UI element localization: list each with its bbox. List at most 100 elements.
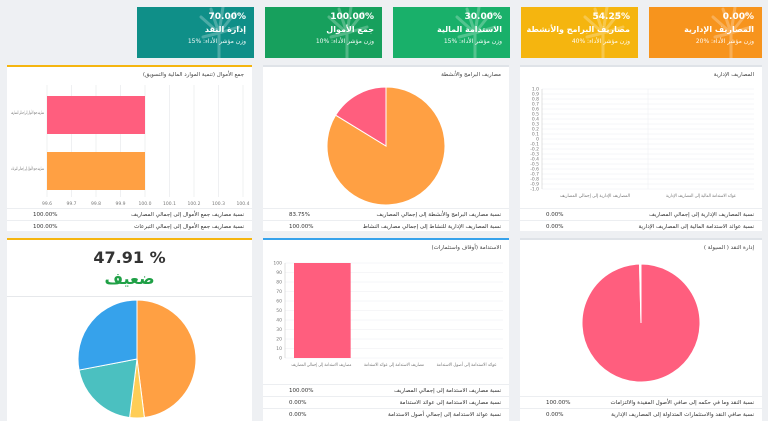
admin-y-tick: 0.2 [532, 127, 539, 133]
admin-card: المصاريف الإدارية 1.0 0.9 0.8 0.7 0.6 0.5 0.4 0… [520, 65, 762, 231]
kpi-tile-title: إدارة النقد [204, 25, 246, 34]
kpi-tile-2[interactable]: 100.00% جمع الأموال وزن مؤشر الأداء: %10 [265, 7, 382, 58]
cash-pie-slice-2[interactable] [639, 263, 642, 324]
admin-row-1-value: 0.00% [546, 212, 564, 218]
funds-x-tick: 99.7 [66, 201, 76, 207]
funds-card: جمع الأموال (تنمية الموارد المالية والتس… [7, 65, 252, 231]
sustain-y-tick: 100 [273, 261, 282, 267]
admin-y-tick: 0.7 [532, 102, 539, 108]
cash-card-title: إدارة النقد ( السيولة ) [703, 245, 754, 251]
programs-row-1-value: 83.75% [289, 212, 310, 218]
palm-leaf-icon [583, 7, 625, 58]
sustain-y-tick: 30 [276, 327, 282, 333]
kpi-tile-percent: 30.00% [464, 12, 503, 22]
cash-row-2-value: 0.00% [546, 412, 564, 418]
sustain-y-tick: 20 [276, 337, 282, 343]
funds-row-1: نسبة مصاريف جمع الأموال إلى إجمالي المصا… [7, 208, 252, 220]
cash-row-2-label: نسبة صافي النقد والاستثمارات المتداولة إ… [611, 412, 754, 418]
admin-y-tick: -0.3 [530, 152, 539, 158]
funds-category-label: مصاريف جمع الأموال إلى إجمالي التبرعات [11, 165, 44, 172]
admin-y-tick: 0.5 [532, 112, 539, 118]
palm-leaf-icon [711, 7, 753, 58]
cash-card: إدارة النقد ( السيولة ) نسبة النقد وما ف… [520, 238, 762, 421]
kpi-tile-weight: وزن مؤشر الأداء: %20 [695, 38, 754, 45]
kpi-tile-title: مصاريف البرامج والأنشطة [526, 25, 630, 34]
score-pie-slice-4[interactable] [77, 299, 138, 371]
funds-bar-chart: 99.6 99.7 99.8 99.9 100.0 100.1 100.2 100.3 100.… [11, 85, 250, 207]
admin-y-tick: -0.6 [530, 167, 539, 173]
sustain-y-tick: 90 [276, 270, 282, 276]
palm-leaf-icon [455, 7, 497, 58]
kpi-tile-4[interactable]: 54.25% مصاريف البرامج والأنشطة وزن مؤشر ال… [521, 7, 638, 58]
kpi-tile-1[interactable]: 70.00% إدارة النقد وزن مؤشر الأداء: %15 [137, 7, 254, 58]
sustain-row-2-label: نسبة مصاريف الاستدامة إلى عوائد الاستدام… [399, 400, 501, 406]
cash-row-2: نسبة صافي النقد والاستثمارات المتداولة إ… [520, 408, 762, 420]
sustain-y-tick: 70 [276, 289, 282, 295]
cash-pie-chart [581, 263, 701, 383]
sustain-row-3-value: 0.00% [289, 412, 307, 418]
sustain-y-tick: 80 [276, 280, 282, 286]
admin-y-tick: -1.0 [530, 187, 539, 193]
kpi-tile-percent: 100.00% [330, 12, 374, 22]
admin-y-tick: -0.7 [530, 172, 539, 178]
funds-x-tick: 100.2 [188, 201, 201, 207]
funds-x-tick: 100.0 [139, 201, 152, 207]
funds-card-title: جمع الأموال (تنمية الموارد المالية والتس… [142, 72, 244, 78]
programs-row-1-label: نسبة مصاريف البرامج والأنشطة إلى إجمالي … [376, 212, 502, 218]
funds-x-tick: 99.8 [91, 201, 101, 207]
admin-bar-chart: 1.00.90.80.70.60.50.40.30.20.10-0.1-0.2-… [530, 87, 754, 199]
kpi-tile-5[interactable]: 0.00% المصاريف الإدارية وزن مؤشر الأداء: %… [649, 7, 762, 58]
admin-y-tick: -0.9 [530, 182, 539, 188]
funds-category-label: مصاريف جمع الأموال إلى إجمالي المصاريف [11, 109, 44, 116]
kpi-tile-percent: 70.00% [208, 12, 247, 22]
palm-leaf-icon [199, 7, 241, 58]
admin-y-tick: -0.4 [530, 157, 539, 163]
programs-pie-slice-2[interactable] [335, 86, 387, 147]
sustain-row-1-value: 100.00% [289, 388, 314, 394]
funds-row-2-label: نسبة مصاريف جمع الأموال إلى إجمالي التبر… [134, 224, 244, 230]
sustain-card: الاستدامة (أوقاف واستثمارات) 100 90 80 70 60… [263, 238, 509, 421]
score-pie-slice-1[interactable] [136, 299, 197, 419]
programs-row-2-value: 100.00% [289, 224, 314, 230]
sustain-y-tick: 50 [276, 308, 282, 314]
funds-bar-1[interactable] [47, 96, 145, 134]
cash-row-1-value: 100.00% [546, 400, 571, 406]
admin-category-label: المصاريف الإدارية إلى إجمالي المصاريف [560, 194, 630, 199]
admin-row-1-label: نسبة المصاريف الإدارية إلى إجمالي المصار… [649, 212, 754, 218]
score-pie-slice-3[interactable] [78, 358, 138, 419]
sustain-row-1: نسبة مصاريف الاستدامة إلى إجمالي المصاري… [263, 384, 509, 396]
kpi-tile-weight: وزن مؤشر الأداء: %15 [443, 38, 502, 45]
admin-y-tick: -0.2 [530, 147, 539, 153]
sustain-y-tick: 0 [279, 356, 282, 362]
sustain-row-2-value: 0.00% [289, 400, 307, 406]
cash-row-1: نسبة النقد وما في حكمه إلى صافي الأصول ا… [520, 396, 762, 408]
admin-y-tick: 0.8 [532, 97, 539, 103]
admin-y-tick: 0.3 [532, 122, 539, 128]
score-card: 47.91 % ضعيف [7, 238, 252, 421]
funds-row-2: نسبة مصاريف جمع الأموال إلى إجمالي التبر… [7, 220, 252, 231]
funds-x-tick: 99.6 [42, 201, 52, 207]
sustain-row-1-label: نسبة مصاريف الاستدامة إلى إجمالي المصاري… [394, 388, 501, 394]
sustain-category-label: عوائد الاستدامة إلى أصول الاستدامة [437, 361, 497, 368]
palm-leaf-icon [327, 7, 369, 58]
admin-row-2-value: 0.00% [546, 224, 564, 230]
sustain-bar-1[interactable] [294, 263, 351, 358]
admin-y-tick: -0.1 [530, 142, 539, 148]
funds-bar-2[interactable] [47, 152, 145, 190]
sustain-card-title: الاستدامة (أوقاف واستثمارات) [431, 245, 501, 251]
sustain-y-tick: 40 [276, 318, 282, 324]
score-value: 47.91 % [93, 248, 166, 267]
funds-x-tick: 100.4 [237, 201, 250, 207]
funds-row-2-value: 100.00% [33, 224, 58, 230]
kpi-tile-3[interactable]: 30.00% الاستدامة المالية وزن مؤشر الأداء: … [393, 7, 510, 58]
admin-y-tick: 0.1 [532, 132, 539, 138]
admin-row-2: نسبة عوائد الاستدامة المالية إلى المصاري… [520, 220, 762, 231]
programs-row-1: نسبة مصاريف البرامج والأنشطة إلى إجمالي … [263, 208, 509, 220]
programs-row-2-label: نسبة المصاريف الإدارية للنشاط إلى إجمالي… [362, 224, 501, 230]
admin-row-1: نسبة المصاريف الإدارية إلى إجمالي المصار… [520, 208, 762, 220]
kpi-tile-weight: وزن مؤشر الأداء: %40 [571, 38, 630, 45]
sustain-row-2: نسبة مصاريف الاستدامة إلى عوائد الاستدام… [263, 396, 509, 408]
sustain-y-tick: 60 [276, 299, 282, 305]
cash-row-1-label: نسبة النقد وما في حكمه إلى صافي الأصول ا… [610, 400, 754, 406]
funds-x-tick: 100.1 [163, 201, 176, 207]
